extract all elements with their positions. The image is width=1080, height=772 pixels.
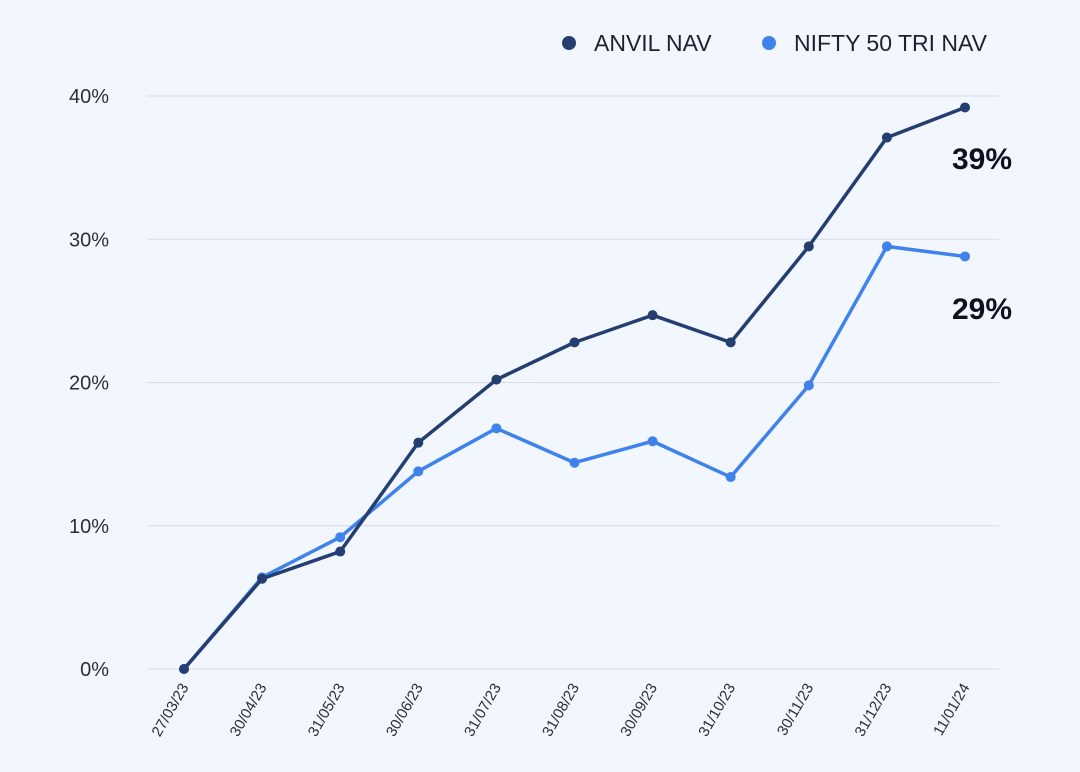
x-tick-label: 30/04/23	[227, 681, 271, 740]
x-tick-label: 27/03/23	[149, 681, 193, 740]
legend-label-nifty-50-tri-nav: NIFTY 50 TRI NAV	[794, 30, 988, 56]
nifty-50-tri-nav-point	[335, 532, 346, 543]
x-tick-label: 11/01/24	[930, 681, 973, 739]
y-tick-label: 30%	[69, 229, 109, 251]
nifty-50-tri-nav-point	[803, 380, 814, 391]
legend: ANVIL NAV NIFTY 50 TRI NAV	[562, 30, 988, 56]
x-tick-label: 30/11/23	[774, 681, 817, 739]
x-tick-label: 31/05/23	[305, 681, 349, 740]
y-axis-ticks: 0% 10% 20% 30% 40%	[69, 86, 109, 681]
nifty-50-tri-nav-point	[960, 251, 970, 262]
nifty-50-tri-nav-point	[491, 423, 502, 434]
anvil-nav-point	[725, 337, 736, 348]
anvil-nav-line	[182, 105, 967, 671]
nifty-50-tri-nav-end-label: 29%	[952, 293, 1012, 326]
x-tick-label: 31/12/23	[851, 681, 895, 740]
series-lines	[179, 102, 970, 674]
anvil-nav-point	[881, 132, 892, 143]
legend-label-anvil-nav: ANVIL NAV	[594, 30, 712, 56]
x-tick-label: 31/08/23	[539, 681, 583, 740]
y-tick-label: 10%	[69, 516, 109, 538]
series-anvil-nav	[179, 102, 970, 674]
nifty-50-tri-nav-point	[569, 457, 580, 468]
x-tick-label: 31/07/23	[461, 681, 505, 740]
anvil-nav-point	[335, 546, 346, 557]
anvil-nav-point	[179, 664, 189, 674]
anvil-nav-point	[803, 241, 814, 252]
anvil-nav-point	[491, 374, 502, 385]
x-tick-label: 30/06/23	[383, 681, 427, 740]
anvil-nav-end-label: 39%	[952, 143, 1012, 176]
y-tick-label: 0%	[80, 659, 109, 681]
nifty-50-tri-nav-point	[725, 472, 736, 483]
legend-marker-anvil-nav	[562, 36, 576, 50]
series-nifty-50-tri-nav	[179, 241, 970, 674]
anvil-nav-point	[647, 310, 658, 321]
x-tick-label: 30/09/23	[617, 681, 661, 740]
x-axis-ticks: 27/03/23 30/04/23 31/05/23 30/06/23 31/07/23…	[149, 681, 974, 740]
anvil-nav-point	[257, 573, 268, 584]
anvil-nav-point	[413, 437, 424, 448]
nifty-50-tri-nav-line	[182, 244, 967, 671]
nifty-50-tri-nav-point	[647, 436, 658, 447]
nifty-50-tri-nav-point	[413, 466, 424, 477]
legend-marker-nifty-50-tri-nav	[762, 36, 776, 50]
x-tick-label: 31/10/23	[695, 681, 739, 740]
grid-lines	[147, 95, 999, 670]
anvil-nav-point	[960, 102, 970, 113]
y-tick-label: 20%	[69, 373, 109, 395]
anvil-nav-point	[569, 337, 580, 348]
y-tick-label: 40%	[69, 86, 109, 108]
nifty-50-tri-nav-point	[881, 241, 892, 252]
